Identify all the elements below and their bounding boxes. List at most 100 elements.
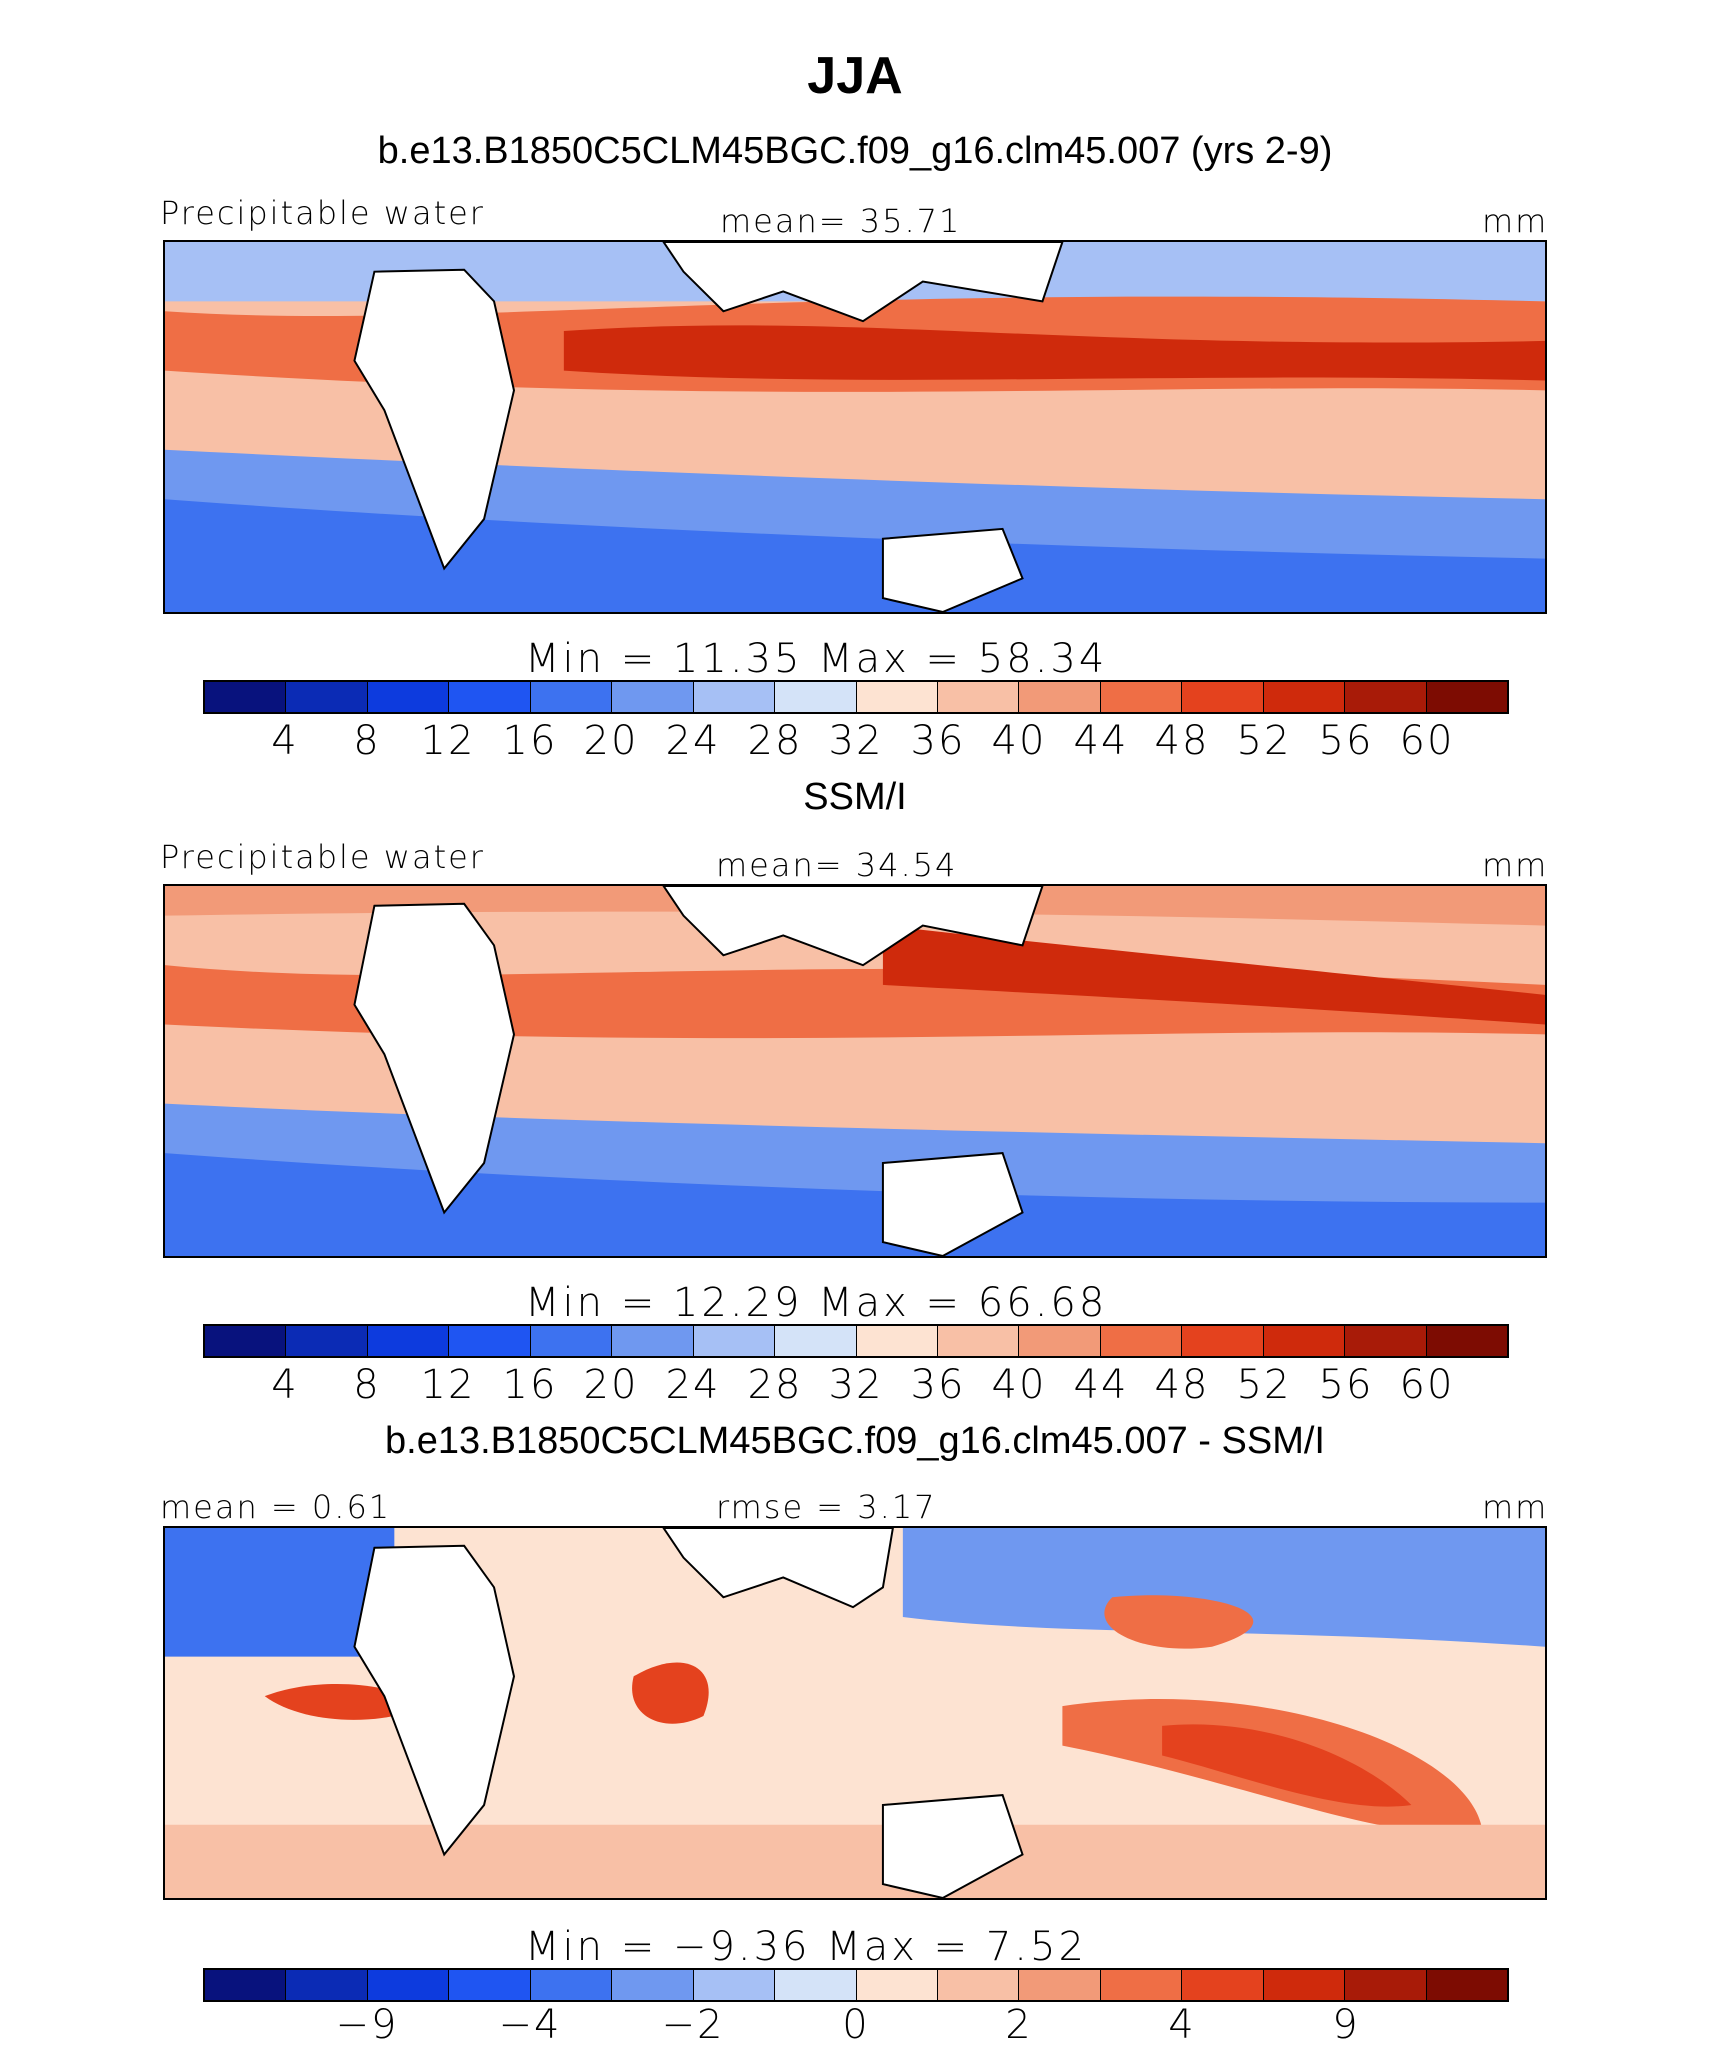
colorbar-swatch bbox=[205, 1970, 286, 2000]
panel-3-units-label: mm bbox=[1482, 1488, 1549, 1526]
colorbar-swatch bbox=[1099, 682, 1182, 712]
colorbar-tick: −4 bbox=[498, 2002, 562, 2048]
colorbar-swatch bbox=[366, 682, 449, 712]
colorbar-swatch bbox=[855, 1326, 937, 1356]
panel-2-mean-label: mean= 34.54 bbox=[716, 846, 958, 884]
colorbar-swatch bbox=[611, 1970, 693, 2000]
colorbar-swatch bbox=[529, 1970, 612, 2000]
colorbar-swatch bbox=[529, 1326, 612, 1356]
colorbar-tick: 8 bbox=[353, 1362, 381, 1408]
colorbar-tick: 52 bbox=[1236, 1362, 1292, 1408]
panel-2-variable-label: Precipitable water bbox=[160, 838, 485, 876]
colorbar-tick: 24 bbox=[665, 1362, 721, 1408]
colorbar-swatch bbox=[774, 1326, 856, 1356]
colorbar-tick: 20 bbox=[583, 718, 639, 764]
colorbar-swatch bbox=[692, 1326, 775, 1356]
colorbar-tick: 40 bbox=[991, 1362, 1047, 1408]
panel-2-map bbox=[163, 884, 1547, 1258]
colorbar-tick: 36 bbox=[910, 718, 966, 764]
panel-3-mean-label: mean = 0.61 bbox=[160, 1488, 392, 1526]
colorbar-swatch bbox=[1262, 682, 1345, 712]
panel-1-mean-label: mean= 35.71 bbox=[720, 202, 962, 240]
colorbar-tick: 44 bbox=[1073, 1362, 1129, 1408]
figure-title: JJA bbox=[807, 47, 903, 105]
colorbar-swatch bbox=[611, 1326, 693, 1356]
colorbar-swatch bbox=[1344, 1970, 1426, 2000]
colorbar-swatch bbox=[448, 1326, 530, 1356]
panel-2-subtitle: SSM/I bbox=[803, 776, 907, 818]
colorbar-swatch bbox=[1262, 1326, 1345, 1356]
colorbar-swatch bbox=[1181, 682, 1263, 712]
colorbar-tick: 60 bbox=[1399, 1362, 1455, 1408]
colorbar-tick: 4 bbox=[271, 718, 299, 764]
colorbar-swatch bbox=[611, 682, 693, 712]
panel-1-map bbox=[163, 240, 1547, 614]
colorbar-tick: 44 bbox=[1073, 718, 1129, 764]
colorbar-swatch bbox=[285, 682, 367, 712]
colorbar-swatch bbox=[774, 1970, 856, 2000]
panel-1-colorbar bbox=[203, 680, 1509, 714]
colorbar-tick: 28 bbox=[747, 1362, 803, 1408]
colorbar-tick: 36 bbox=[910, 1362, 966, 1408]
colorbar-swatch bbox=[448, 1970, 530, 2000]
colorbar-swatch bbox=[1425, 1326, 1507, 1356]
colorbar-tick: 24 bbox=[665, 718, 721, 764]
colorbar-tick: 48 bbox=[1154, 1362, 1210, 1408]
colorbar-swatch bbox=[1262, 1970, 1345, 2000]
panel-3-rmse-label: rmse = 3.17 bbox=[716, 1488, 937, 1526]
colorbar-swatch bbox=[366, 1970, 449, 2000]
colorbar-swatch bbox=[285, 1970, 367, 2000]
colorbar-tick: 28 bbox=[747, 718, 803, 764]
colorbar-tick: 16 bbox=[502, 1362, 558, 1408]
colorbar-swatch bbox=[1425, 682, 1507, 712]
colorbar-tick: 12 bbox=[420, 1362, 476, 1408]
colorbar-tick: 40 bbox=[991, 718, 1047, 764]
colorbar-tick: 20 bbox=[583, 1362, 639, 1408]
panel-1-units-label: mm bbox=[1482, 202, 1549, 240]
colorbar-tick: −2 bbox=[661, 2002, 725, 2048]
colorbar-tick: 9 bbox=[1332, 2002, 1360, 2048]
colorbar-swatch bbox=[366, 1326, 449, 1356]
colorbar-swatch bbox=[855, 682, 937, 712]
colorbar-tick: 2 bbox=[1005, 2002, 1033, 2048]
colorbar-swatch bbox=[205, 1326, 286, 1356]
colorbar-tick: 32 bbox=[828, 1362, 884, 1408]
colorbar-swatch bbox=[855, 1970, 937, 2000]
colorbar-swatch bbox=[1344, 682, 1426, 712]
panel-3-minmax: Min = −9.36 Max = 7.52 bbox=[525, 1924, 1087, 1970]
colorbar-swatch bbox=[1181, 1970, 1263, 2000]
colorbar-tick: 4 bbox=[271, 1362, 299, 1408]
colorbar-tick: 16 bbox=[502, 718, 558, 764]
colorbar-swatch bbox=[1425, 1970, 1507, 2000]
colorbar-swatch bbox=[936, 1970, 1019, 2000]
colorbar-tick: 0 bbox=[842, 2002, 870, 2048]
panel-1-variable-label: Precipitable water bbox=[160, 194, 485, 232]
panel-2-minmax: Min = 12.29 Max = 66.68 bbox=[525, 1280, 1108, 1326]
colorbar-tick: 12 bbox=[420, 718, 476, 764]
panel-1-subtitle: b.e13.B1850C5CLM45BGC.f09_g16.clm45.007 … bbox=[377, 130, 1333, 172]
colorbar-tick: 32 bbox=[828, 718, 884, 764]
colorbar-tick: 8 bbox=[353, 718, 381, 764]
panel-1-minmax: Min = 11.35 Max = 58.34 bbox=[525, 636, 1108, 682]
colorbar-tick: 60 bbox=[1399, 718, 1455, 764]
colorbar-swatch bbox=[692, 682, 775, 712]
colorbar-swatch bbox=[1018, 1970, 1100, 2000]
colorbar-swatch bbox=[1018, 682, 1100, 712]
colorbar-swatch bbox=[1099, 1326, 1182, 1356]
colorbar-swatch bbox=[1181, 1326, 1263, 1356]
panel-3-map bbox=[163, 1526, 1547, 1900]
colorbar-swatch bbox=[1344, 1326, 1426, 1356]
colorbar-swatch bbox=[1018, 1326, 1100, 1356]
colorbar-tick: 56 bbox=[1318, 718, 1374, 764]
colorbar-swatch bbox=[936, 1326, 1019, 1356]
colorbar-swatch bbox=[448, 682, 530, 712]
colorbar-swatch bbox=[1099, 1970, 1182, 2000]
colorbar-swatch bbox=[205, 682, 286, 712]
panel-3-colorbar bbox=[203, 1968, 1509, 2002]
colorbar-swatch bbox=[285, 1326, 367, 1356]
panel-2-colorbar bbox=[203, 1324, 1509, 1358]
colorbar-tick: −9 bbox=[335, 2002, 399, 2048]
colorbar-swatch bbox=[529, 682, 612, 712]
colorbar-swatch bbox=[936, 682, 1019, 712]
colorbar-swatch bbox=[774, 682, 856, 712]
